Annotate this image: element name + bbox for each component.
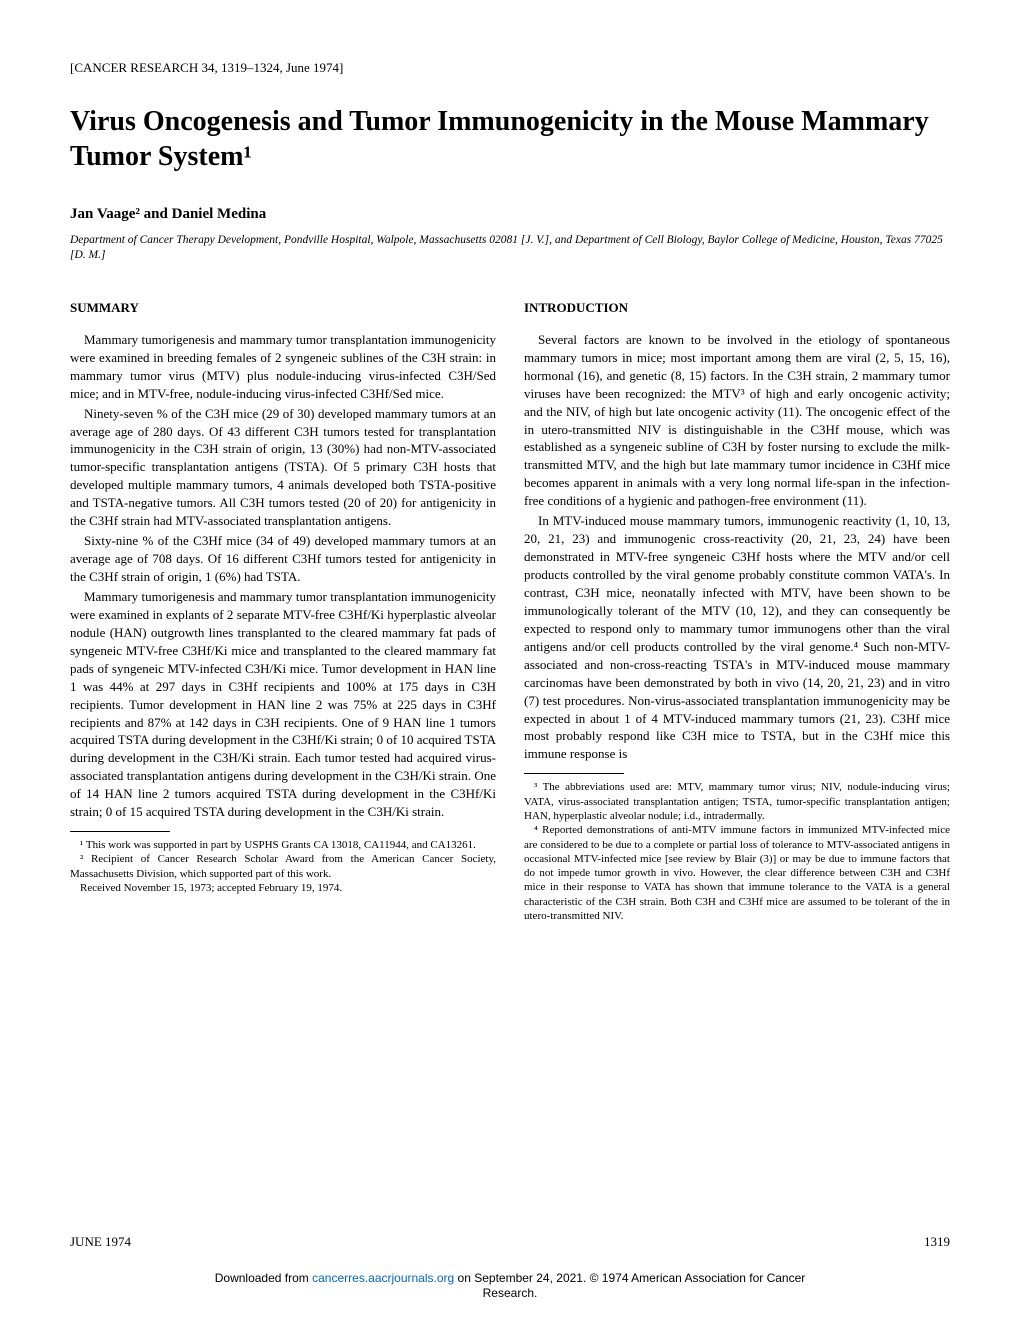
page-footer: JUNE 1974 1319 (70, 1234, 950, 1250)
footer-page-number: 1319 (924, 1234, 950, 1250)
intro-p2: In MTV-induced mouse mammary tumors, imm… (524, 512, 950, 763)
footer-date: JUNE 1974 (70, 1234, 131, 1250)
summary-p3: Sixty-nine % of the C3Hf mice (34 of 49)… (70, 532, 496, 586)
summary-heading: SUMMARY (70, 299, 496, 317)
summary-p4: Mammary tumorigenesis and mammary tumor … (70, 588, 496, 821)
download-prefix: Downloaded from (215, 1271, 312, 1285)
authors: Jan Vaage² and Daniel Medina (70, 206, 950, 223)
intro-p1: Several factors are known to be involved… (524, 331, 950, 510)
introduction-heading: INTRODUCTION (524, 299, 950, 317)
footnote-1: ¹ This work was supported in part by USP… (70, 838, 496, 852)
download-link[interactable]: cancerres.aacrjournals.org (312, 1271, 454, 1285)
content-columns: SUMMARY Mammary tumorigenesis and mammar… (70, 299, 950, 923)
right-column: INTRODUCTION Several factors are known t… (524, 299, 950, 923)
summary-p1: Mammary tumorigenesis and mammary tumor … (70, 331, 496, 403)
footnote-divider-right (524, 773, 624, 774)
footnote-3: ³ The abbreviations used are: MTV, mamma… (524, 780, 950, 823)
affiliation: Department of Cancer Therapy Development… (70, 233, 950, 263)
summary-p2: Ninety-seven % of the C3H mice (29 of 30… (70, 405, 496, 531)
left-column: SUMMARY Mammary tumorigenesis and mammar… (70, 299, 496, 923)
footnote-4: ⁴ Reported demonstrations of anti-MTV im… (524, 823, 950, 923)
download-line2: Research. (483, 1286, 538, 1300)
footnote-received: Received November 15, 1973; accepted Feb… (70, 881, 496, 895)
header-reference: [CANCER RESEARCH 34, 1319–1324, June 197… (70, 60, 950, 76)
article-title: Virus Oncogenesis and Tumor Immunogenici… (70, 104, 950, 174)
download-middle: on September 24, 2021. © 1974 American A… (454, 1271, 805, 1285)
download-notice: Downloaded from cancerres.aacrjournals.o… (0, 1271, 1020, 1302)
footnote-divider-left (70, 831, 170, 832)
footnote-2: ² Recipient of Cancer Research Scholar A… (70, 852, 496, 881)
